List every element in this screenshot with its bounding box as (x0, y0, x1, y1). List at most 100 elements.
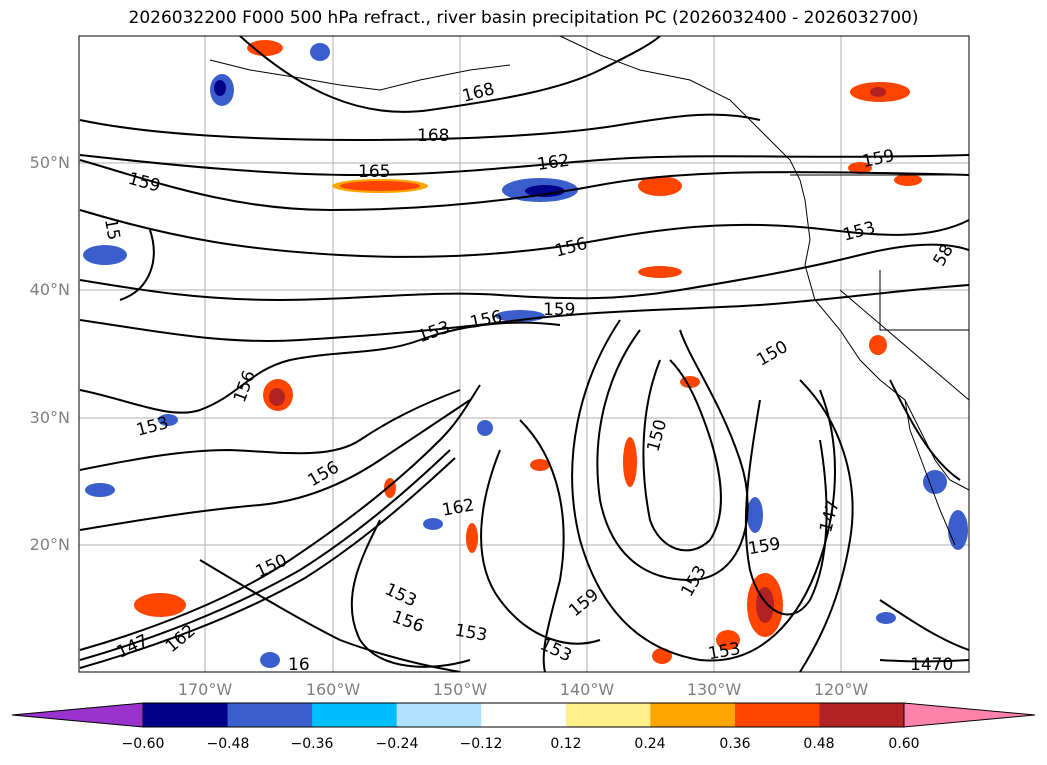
contour-line (79, 389, 461, 471)
precip-patch (269, 388, 285, 406)
contour-label: 16 (288, 655, 310, 675)
contour-line (642, 359, 722, 552)
contour-line (879, 659, 969, 663)
precip-patch (948, 510, 968, 550)
colorbar-frame (142, 702, 905, 728)
contour-label: 165 (358, 162, 390, 182)
colorbar-segment (312, 703, 398, 727)
precip-patch (652, 648, 672, 664)
lon-label-130w: 130°W (686, 680, 742, 699)
border-state (879, 270, 969, 331)
colorbar-segment (819, 703, 905, 727)
lat-label-40n: 40°N (29, 280, 70, 299)
colorbar-tick-label: −0.60 (121, 736, 165, 752)
colorbar-tick-label: 0.24 (634, 736, 666, 752)
border-us-mexico (839, 289, 969, 401)
contour-label: 156 (230, 368, 260, 405)
contour-line (889, 379, 961, 481)
contour-line (79, 159, 969, 212)
contour-line (79, 384, 481, 651)
precip-patch (85, 483, 115, 497)
contour-line (79, 321, 561, 414)
colorbar-tick-label: 0.48 (803, 736, 835, 752)
refractivity-contours (79, 36, 969, 672)
precip-patch (623, 437, 637, 487)
contour-label: 153 (537, 635, 575, 667)
contour-label: 15 (100, 217, 123, 242)
colorbar-tick-label: −0.36 (290, 736, 334, 752)
colorbar-tick-label: 0.12 (550, 736, 582, 752)
contour-label: 159 (747, 534, 782, 559)
lon-label-140w: 140°W (559, 680, 615, 699)
precip-patch (876, 612, 896, 624)
precip-patch (477, 420, 493, 436)
contour-line (571, 319, 836, 662)
precip-patch (848, 162, 872, 174)
precip-patches (83, 40, 968, 668)
contour-label: 153 (707, 639, 742, 664)
colorbar-extend-left (11, 702, 144, 728)
precip-patch (716, 630, 740, 650)
contour-label: 147 (816, 498, 844, 535)
colorbar-tick-label: −0.48 (206, 736, 250, 752)
lon-label-170w: 170°W (177, 680, 233, 699)
precip-patch (923, 470, 947, 494)
contour-label: 150 (643, 417, 671, 454)
contour-line (480, 449, 601, 645)
colorbar-segment (396, 703, 482, 727)
contour-line (79, 243, 969, 302)
contour-line (119, 229, 155, 301)
precip-patch (310, 43, 330, 61)
colorbar-segment (227, 703, 313, 727)
precip-patch (158, 414, 178, 426)
coastline-north-america (559, 36, 969, 491)
colorbar-segment (565, 703, 651, 727)
precip-patch (870, 87, 886, 97)
contour-label: 156 (305, 457, 343, 491)
precip-patch (894, 174, 922, 186)
colorbar-tick-label: 0.36 (719, 736, 751, 752)
contour-label: 153 (415, 317, 452, 347)
contour-line (799, 379, 854, 672)
contour-label: 159 (126, 169, 163, 197)
contour-label: 162 (441, 495, 476, 520)
precip-patch (525, 185, 565, 197)
map-frame (78, 35, 970, 673)
colorbar-extend-right (903, 702, 1036, 728)
contour-label: 150 (753, 337, 791, 371)
contour-line (519, 419, 565, 672)
colorbar-segment (481, 703, 567, 727)
coastline-aleutians (209, 59, 511, 91)
contour-line (239, 36, 661, 113)
lat-label-20n: 20°N (29, 535, 70, 554)
contour-label: 159 (565, 585, 603, 621)
colorbar (11, 702, 1036, 728)
precip-patch (638, 266, 682, 278)
lat-label-50n: 50°N (29, 153, 70, 172)
contour-line (79, 399, 471, 531)
precip-patch (247, 40, 283, 56)
contour-line (79, 457, 456, 669)
precip-patch (747, 497, 763, 533)
contour-label: 156 (468, 307, 504, 333)
contour-label: 162 (162, 621, 200, 657)
contour-label: 153 (841, 218, 878, 246)
colorbar-segment (650, 703, 736, 727)
contour-label: 168 (417, 126, 449, 146)
contour-line (79, 154, 969, 177)
coastline-baja (904, 399, 956, 546)
colorbar-tick-label: −0.12 (459, 736, 503, 752)
contour-label: 159 (860, 146, 896, 172)
lon-label-160w: 160°W (305, 680, 361, 699)
precip-patch (260, 652, 280, 668)
precip-patch (423, 518, 443, 530)
colorbar-segment (734, 703, 820, 727)
contour-label: 153 (382, 580, 420, 612)
contour-line (79, 113, 761, 142)
contour-label: 153 (677, 562, 711, 600)
contour-label: 156 (389, 607, 426, 637)
contour-label: 147 (114, 631, 152, 663)
contour-line (879, 599, 969, 651)
contour-line (79, 284, 969, 342)
